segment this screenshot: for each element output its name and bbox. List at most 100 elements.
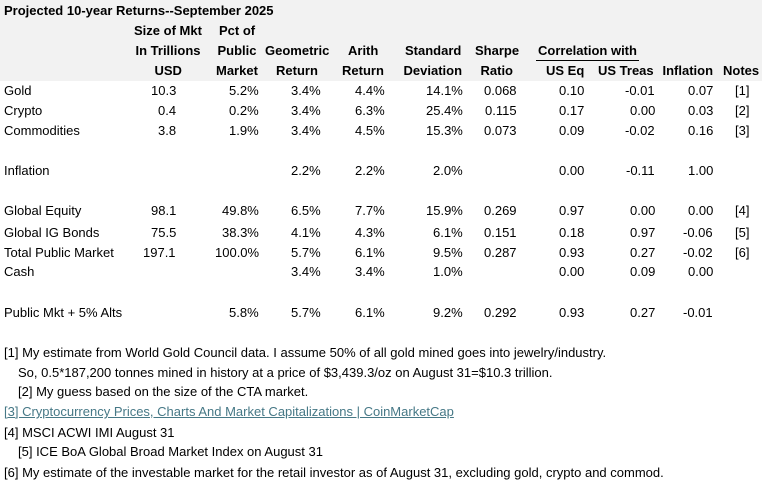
cell: 75.5 — [151, 225, 177, 240]
note-link[interactable]: [3] Cryptocurrency Prices, Charts And Ma… — [4, 404, 454, 419]
cell: 0.27 — [630, 245, 656, 260]
row-label: Global Equity — [4, 203, 82, 218]
cell: 0.073 — [484, 123, 517, 138]
cell: 0.27 — [630, 305, 656, 320]
note-ref: [4] — [735, 203, 750, 218]
note: [4] MSCI ACWI IMI August 31 — [4, 425, 175, 440]
cell: -0.06 — [683, 225, 713, 240]
cell: 0.97 — [630, 225, 656, 240]
cell: 0.287 — [484, 245, 517, 260]
group-header: Correlation with — [538, 43, 637, 58]
cell: 2.2% — [291, 163, 321, 178]
cell: 0.00 — [688, 203, 714, 218]
cell: 0.07 — [688, 83, 714, 98]
note-ref: [3] — [735, 123, 750, 138]
cell: 0.17 — [559, 103, 585, 118]
cell: 4.4% — [355, 83, 385, 98]
cell: 6.1% — [433, 225, 463, 240]
note: So, 0.5*187,200 tonnes mined in history … — [18, 365, 553, 380]
row-label: Cash — [4, 264, 35, 279]
cell: 7.7% — [355, 203, 385, 218]
group-underline — [536, 60, 639, 61]
cell: 0.18 — [559, 225, 585, 240]
note-ref: [1] — [735, 83, 750, 98]
column-header: Inflation — [662, 63, 714, 78]
cell: 0.292 — [484, 305, 517, 320]
column-header: Deviation — [403, 63, 463, 78]
cell: 3.4% — [291, 103, 321, 118]
column-header: USD — [154, 63, 182, 78]
cell: 3.4% — [355, 264, 385, 279]
cell: 0.93 — [559, 305, 585, 320]
cell: 49.8% — [222, 203, 259, 218]
cell: 0.00 — [630, 103, 656, 118]
note-ref: [2] — [735, 103, 750, 118]
title: Projected 10-year Returns--September 202… — [4, 3, 274, 18]
cell: 25.4% — [426, 103, 463, 118]
cell: 100.0% — [215, 245, 260, 260]
cell: 6.3% — [355, 103, 385, 118]
cell: 4.1% — [291, 225, 321, 240]
header-background — [0, 0, 762, 81]
cell: -0.11 — [626, 163, 655, 178]
cell: 3.4% — [291, 83, 321, 98]
cell: 2.0% — [433, 163, 463, 178]
cell: 5.2% — [229, 83, 259, 98]
cell: 6.5% — [291, 203, 321, 218]
cell: 3.4% — [291, 123, 321, 138]
cell: 5.7% — [291, 305, 321, 320]
cell: 15.3% — [426, 123, 463, 138]
column-header: In Trillions — [135, 43, 201, 58]
cell: 0.068 — [484, 83, 517, 98]
cell: 0.09 — [559, 123, 585, 138]
row-label: Public Mkt + 5% Alts — [4, 305, 123, 320]
note: [1] My estimate from World Gold Council … — [4, 345, 607, 360]
cell: 0.4 — [158, 103, 177, 118]
cell: 1.00 — [688, 163, 714, 178]
cell: 3.4% — [291, 264, 321, 279]
column-header: Return — [342, 63, 384, 78]
cell: -0.02 — [683, 245, 713, 260]
cell: 0.16 — [688, 123, 714, 138]
cell: 3.8 — [158, 123, 177, 138]
row-label: Crypto — [4, 103, 43, 118]
column-header: US Eq — [546, 63, 585, 78]
cell: 0.115 — [485, 103, 517, 118]
column-header: Geometric — [265, 43, 330, 58]
cell: 4.5% — [355, 123, 385, 138]
cell: 0.00 — [559, 163, 585, 178]
cell: 1.0% — [433, 264, 463, 279]
cell: -0.01 — [683, 305, 713, 320]
cell: 5.7% — [291, 245, 321, 260]
note: [2] My guess based on the size of the CT… — [18, 384, 309, 399]
column-header: Notes — [723, 63, 760, 78]
cell: 0.2% — [229, 103, 259, 118]
cell: 0.93 — [559, 245, 585, 260]
cell: 197.1 — [143, 245, 176, 260]
cell: 0.10 — [559, 83, 585, 98]
row-label: Inflation — [4, 163, 50, 178]
cell: 0.09 — [630, 264, 656, 279]
column-header: Pct of — [219, 23, 256, 38]
cell: 38.3% — [222, 225, 259, 240]
row-label: Commodities — [4, 123, 80, 138]
row-label: Global IG Bonds — [4, 225, 100, 240]
cell: 9.5% — [433, 245, 463, 260]
cell: 0.97 — [559, 203, 585, 218]
cell: 98.1 — [151, 203, 177, 218]
cell: 1.9% — [229, 123, 259, 138]
column-header: Ratio — [480, 63, 514, 78]
column-header: Market — [216, 63, 258, 78]
cell: 6.1% — [355, 305, 385, 320]
cell: 9.2% — [433, 305, 463, 320]
row-label: Gold — [4, 83, 32, 98]
note-ref: [5] — [735, 225, 750, 240]
cell: -0.01 — [625, 83, 655, 98]
cell: 0.00 — [688, 264, 714, 279]
cell: -0.02 — [625, 123, 655, 138]
cell: 0.03 — [688, 103, 714, 118]
cell: 0.00 — [559, 264, 585, 279]
column-header: Standard — [405, 43, 462, 58]
column-header: Arith — [348, 43, 379, 58]
